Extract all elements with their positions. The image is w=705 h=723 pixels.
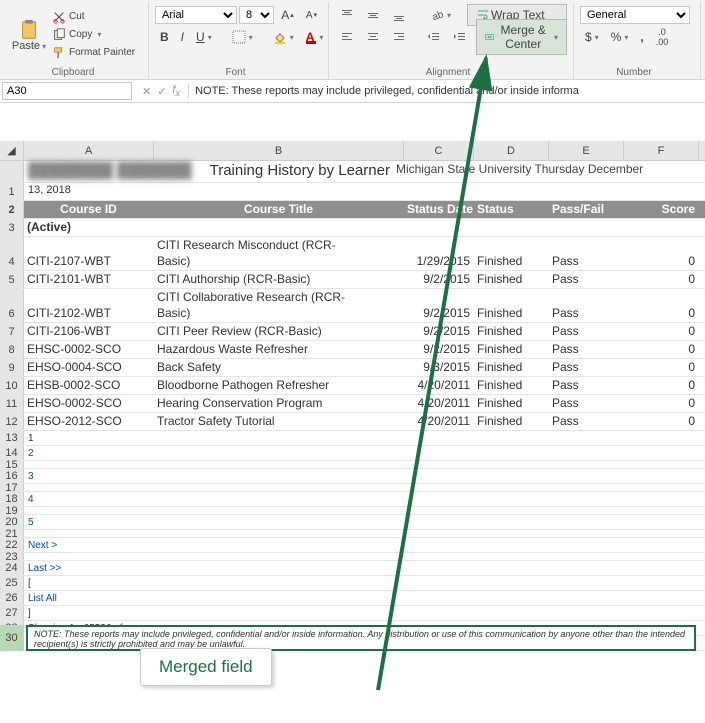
cut-button[interactable]: Cut <box>52 8 135 26</box>
active-label: (Active) <box>24 219 154 236</box>
cell[interactable] <box>24 461 705 468</box>
ribbon: Paste Cut Copy Format Painter Clipboard … <box>0 0 705 80</box>
table-row[interactable]: 10 EHSB-0002-SCO Bloodborne Pathogen Ref… <box>0 377 705 395</box>
cell[interactable]: ] <box>24 606 705 620</box>
cell[interactable]: 5 <box>24 515 705 529</box>
indent-button[interactable] <box>448 28 472 46</box>
table-row[interactable]: 12 EHSO-2012-SCO Tractor Safety Tutorial… <box>0 413 705 431</box>
cell[interactable] <box>24 484 705 491</box>
merged-disclaimer-cell[interactable]: NOTE: These reports may include privileg… <box>26 625 696 651</box>
cell[interactable]: Next > <box>24 538 705 552</box>
format-painter-button[interactable]: Format Painter <box>52 44 135 62</box>
row-30-header[interactable]: 30 <box>0 625 24 651</box>
select-all-corner[interactable]: ◢ <box>0 141 24 160</box>
table-row[interactable]: 6 CITI-2102-WBT Basic) 9/2/2015 Finished… <box>0 305 705 323</box>
cell[interactable]: List All <box>24 591 705 605</box>
col-F[interactable]: F <box>624 141 699 160</box>
table-header: Course ID Course Title Status Date Statu… <box>24 201 705 218</box>
cell[interactable]: 2 <box>24 446 705 460</box>
cell[interactable]: Last >> <box>24 561 705 575</box>
align-right-button[interactable] <box>387 28 411 46</box>
align-middle-button[interactable] <box>361 6 385 24</box>
cancel-icon[interactable]: ✕ <box>142 85 151 98</box>
font-color-button[interactable]: A <box>301 28 329 46</box>
fill-color-button[interactable] <box>268 28 299 46</box>
cell[interactable] <box>24 530 705 537</box>
group-label: Clipboard <box>4 67 142 78</box>
group-alignment: ab Wrap Text Merge & Center Alignment <box>329 2 574 79</box>
font-size-select[interactable]: 8 <box>239 6 274 24</box>
col-A[interactable]: A <box>24 141 154 160</box>
outdent-button[interactable] <box>422 28 446 46</box>
enter-icon[interactable]: ✓ <box>157 85 166 98</box>
align-top-button[interactable] <box>335 6 359 24</box>
col-D[interactable]: D <box>474 141 549 160</box>
redacted-name: ████████ ███████ <box>28 162 192 181</box>
cell[interactable] <box>24 553 705 560</box>
cell[interactable]: 13, 2018 <box>24 183 705 200</box>
cell[interactable]: 1 <box>24 431 705 445</box>
bold-button[interactable]: B <box>155 28 174 46</box>
group-label: Alignment <box>329 67 567 78</box>
column-headers: ◢ A B C D E F <box>0 141 705 161</box>
table-row[interactable]: 8 EHSC-0002-SCO Hazardous Waste Refreshe… <box>0 341 705 359</box>
col-B[interactable]: B <box>154 141 404 160</box>
increase-decimal-button[interactable]: .0.00 <box>651 25 674 49</box>
align-left-button[interactable] <box>335 28 359 46</box>
grow-font-button[interactable]: A▴ <box>276 6 299 24</box>
group-clipboard: Paste Cut Copy Format Painter Clipboard <box>4 2 149 79</box>
table-row[interactable]: 11 EHSO-0002-SCO Hearing Conservation Pr… <box>0 395 705 413</box>
col-E[interactable]: E <box>549 141 624 160</box>
formula-bar: ✕ ✓ fx NOTE: These reports may include p… <box>0 80 705 103</box>
shrink-font-button[interactable]: A▾ <box>301 8 322 23</box>
percent-button[interactable]: % <box>606 28 634 46</box>
borders-button[interactable] <box>227 28 258 46</box>
cell[interactable]: 4 <box>24 492 705 506</box>
svg-text:ab: ab <box>431 9 444 22</box>
worksheet: ◢ A B C D E F ████████ ███████ Training … <box>0 141 705 651</box>
currency-button[interactable]: $ <box>580 28 604 46</box>
align-bottom-button[interactable] <box>387 6 411 24</box>
table-row[interactable]: 4 CITI-2107-WBT Basic) 1/29/2015 Finishe… <box>0 253 705 271</box>
merge-center-button[interactable]: Merge & Center <box>476 19 567 55</box>
paste-button[interactable]: Paste <box>10 4 48 65</box>
number-format-select[interactable]: General <box>580 6 690 24</box>
table-row[interactable]: 5 CITI-2101-WBT CITI Authorship (RCR-Bas… <box>0 271 705 289</box>
font-name-select[interactable]: Arial <box>155 6 237 24</box>
page-subtitle: Michigan State University Thursday Decem… <box>396 162 643 181</box>
group-label: Number <box>574 67 694 78</box>
fx-icon[interactable]: fx <box>172 84 180 98</box>
page-title: Training History by Learner <box>210 162 390 181</box>
col-C[interactable]: C <box>404 141 474 160</box>
group-font: Arial 8 A▴ A▾ B I U A Font <box>149 2 329 79</box>
cell[interactable] <box>24 507 705 514</box>
copy-button[interactable]: Copy <box>52 26 135 44</box>
cell[interactable]: [ <box>24 576 705 590</box>
cell[interactable]: 3 <box>24 469 705 483</box>
group-number: General $ % , .0.00 Number <box>574 2 701 79</box>
name-box[interactable] <box>2 82 132 100</box>
underline-button[interactable]: U <box>191 28 217 46</box>
grid[interactable]: ████████ ███████ Training History by Lea… <box>0 161 705 651</box>
table-row[interactable]: 9 EHSO-0004-SCO Back Safety 9/3/2015 Fin… <box>0 359 705 377</box>
table-row[interactable]: 7 CITI-2106-WBT CITI Peer Review (RCR-Ba… <box>0 323 705 341</box>
align-center-button[interactable] <box>361 28 385 46</box>
group-label: Font <box>149 67 322 78</box>
annotation-callout: Merged field <box>140 648 272 686</box>
italic-button[interactable]: I <box>176 28 189 46</box>
comma-button[interactable]: , <box>635 28 648 46</box>
orientation-button[interactable]: ab <box>425 6 456 24</box>
formula-input[interactable]: NOTE: These reports may include privileg… <box>189 83 705 99</box>
